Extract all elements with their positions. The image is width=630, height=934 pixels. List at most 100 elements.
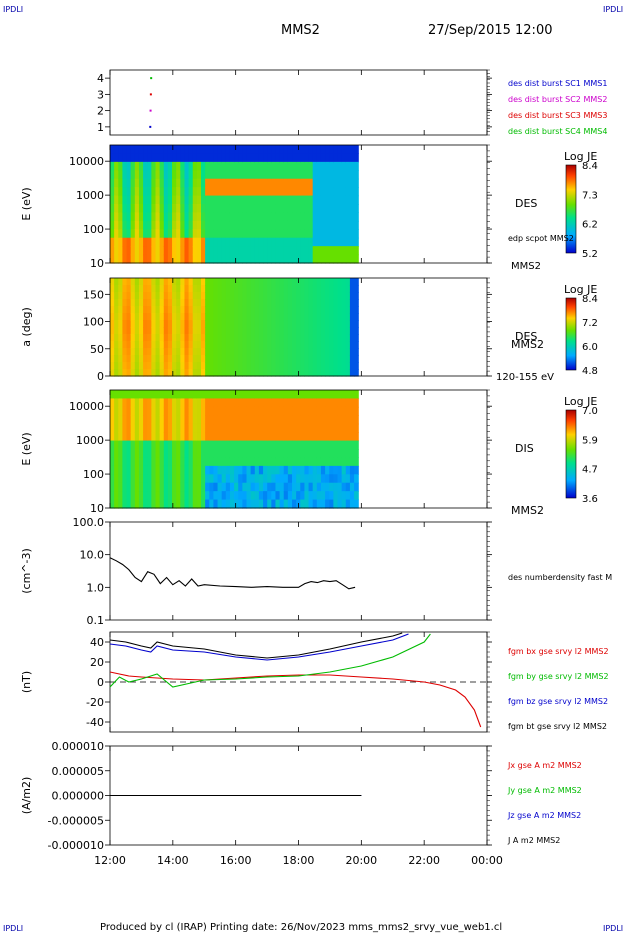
heatmap-cell — [192, 313, 198, 321]
heatmap-cell — [192, 341, 198, 349]
heatmap-cell — [242, 362, 248, 370]
heatmap-cell — [134, 423, 140, 433]
heatmap-cell — [246, 204, 252, 214]
heatmap-cell — [329, 491, 334, 501]
heatmap-cell — [263, 145, 268, 155]
heatmap-cell — [163, 327, 169, 335]
heatmap-cell — [300, 292, 306, 300]
heatmap-cell — [205, 341, 210, 349]
heatmap-cell — [296, 449, 301, 459]
heatmap-cell — [213, 474, 219, 484]
heatmap-cell — [325, 187, 330, 197]
heatmap-cell — [126, 204, 132, 214]
heatmap-cell — [279, 465, 285, 475]
heatmap-cell — [151, 229, 157, 239]
y-tick-label: 3 — [97, 88, 104, 101]
heatmap-cell — [354, 491, 359, 501]
heatmap-cell — [308, 482, 314, 492]
heatmap-cell — [130, 398, 136, 408]
heatmap-cell — [176, 415, 181, 425]
heatmap-cell — [238, 482, 243, 492]
heatmap-cell — [180, 415, 186, 425]
heatmap-cell — [155, 170, 161, 180]
heatmap-cell — [221, 145, 227, 155]
heatmap-cell — [225, 449, 231, 459]
heatmap-cell — [126, 153, 132, 163]
heatmap-cell — [308, 170, 314, 180]
heatmap-cell — [238, 423, 243, 433]
heatmap-cell — [188, 369, 194, 377]
heatmap-cell — [333, 406, 339, 416]
heatmap-cell — [201, 153, 206, 163]
heatmap-cell — [341, 362, 347, 370]
heatmap-cell — [184, 390, 190, 400]
heatmap-cell — [337, 423, 343, 433]
heatmap-cell — [312, 313, 318, 321]
heatmap-cell — [234, 491, 239, 501]
heatmap-cell — [275, 320, 281, 328]
heatmap-cell — [196, 491, 202, 501]
heatmap-cell — [254, 449, 260, 459]
heatmap-cell — [325, 153, 330, 163]
heatmap-cell — [354, 465, 359, 475]
heatmap-cell — [287, 406, 293, 416]
heatmap-cell — [250, 369, 256, 377]
heatmap-cell — [180, 220, 186, 230]
heatmap-cell — [354, 204, 359, 214]
heatmap-cell — [271, 145, 277, 155]
heatmap-cell — [300, 306, 306, 314]
heatmap-cell — [225, 178, 231, 188]
heatmap-cell — [229, 423, 235, 433]
heatmap-cell — [263, 204, 268, 214]
heatmap-cell — [329, 229, 334, 239]
heatmap-cell — [345, 406, 351, 416]
legend-entry: Jy gse A m2 MMS2 — [507, 786, 582, 795]
heatmap-cell — [184, 254, 190, 264]
heatmap-cell — [263, 398, 268, 408]
heatmap-cell — [110, 178, 115, 188]
heatmap-cell — [118, 341, 124, 349]
heatmap-cell — [337, 398, 343, 408]
heatmap-cell — [138, 334, 144, 342]
heatmap-cell — [138, 355, 144, 363]
heatmap-cell — [325, 178, 330, 188]
heatmap-cell — [246, 237, 252, 247]
heatmap-cell — [225, 474, 231, 484]
heatmap-cell — [287, 415, 293, 425]
heatmap-cell — [354, 406, 359, 416]
heatmap-cell — [172, 278, 177, 286]
heatmap-cell — [176, 237, 181, 247]
heatmap-cell — [304, 449, 310, 459]
heatmap-cell — [279, 299, 285, 307]
heatmap-cell — [238, 355, 243, 363]
heatmap-cell — [349, 161, 355, 171]
heatmap-cell — [271, 423, 277, 433]
heatmap-cell — [130, 299, 136, 307]
heatmap-cell — [329, 362, 334, 370]
heatmap-cell — [217, 145, 223, 155]
heatmap-cell — [246, 285, 252, 293]
heatmap-cell — [325, 212, 330, 222]
heatmap-cell — [209, 423, 215, 433]
heatmap-cell — [354, 313, 359, 321]
heatmap-cell — [341, 254, 347, 264]
heatmap-cell — [180, 278, 186, 286]
heatmap-cell — [176, 423, 181, 433]
heatmap-cell — [118, 178, 124, 188]
heatmap-cell — [176, 355, 181, 363]
heatmap-cell — [155, 195, 161, 205]
heatmap-cell — [316, 299, 322, 307]
heatmap-cell — [254, 355, 260, 363]
heatmap-cell — [329, 398, 334, 408]
heatmap-cell — [205, 398, 210, 408]
heatmap-cell — [192, 254, 198, 264]
heatmap-cell — [167, 292, 173, 300]
heatmap-cell — [316, 341, 322, 349]
heatmap-cell — [341, 491, 347, 501]
heatmap-cell — [192, 406, 198, 416]
heatmap-cell — [176, 178, 181, 188]
heatmap-cell — [333, 237, 339, 247]
heatmap-cell — [176, 220, 181, 230]
heatmap-cell — [250, 432, 256, 442]
